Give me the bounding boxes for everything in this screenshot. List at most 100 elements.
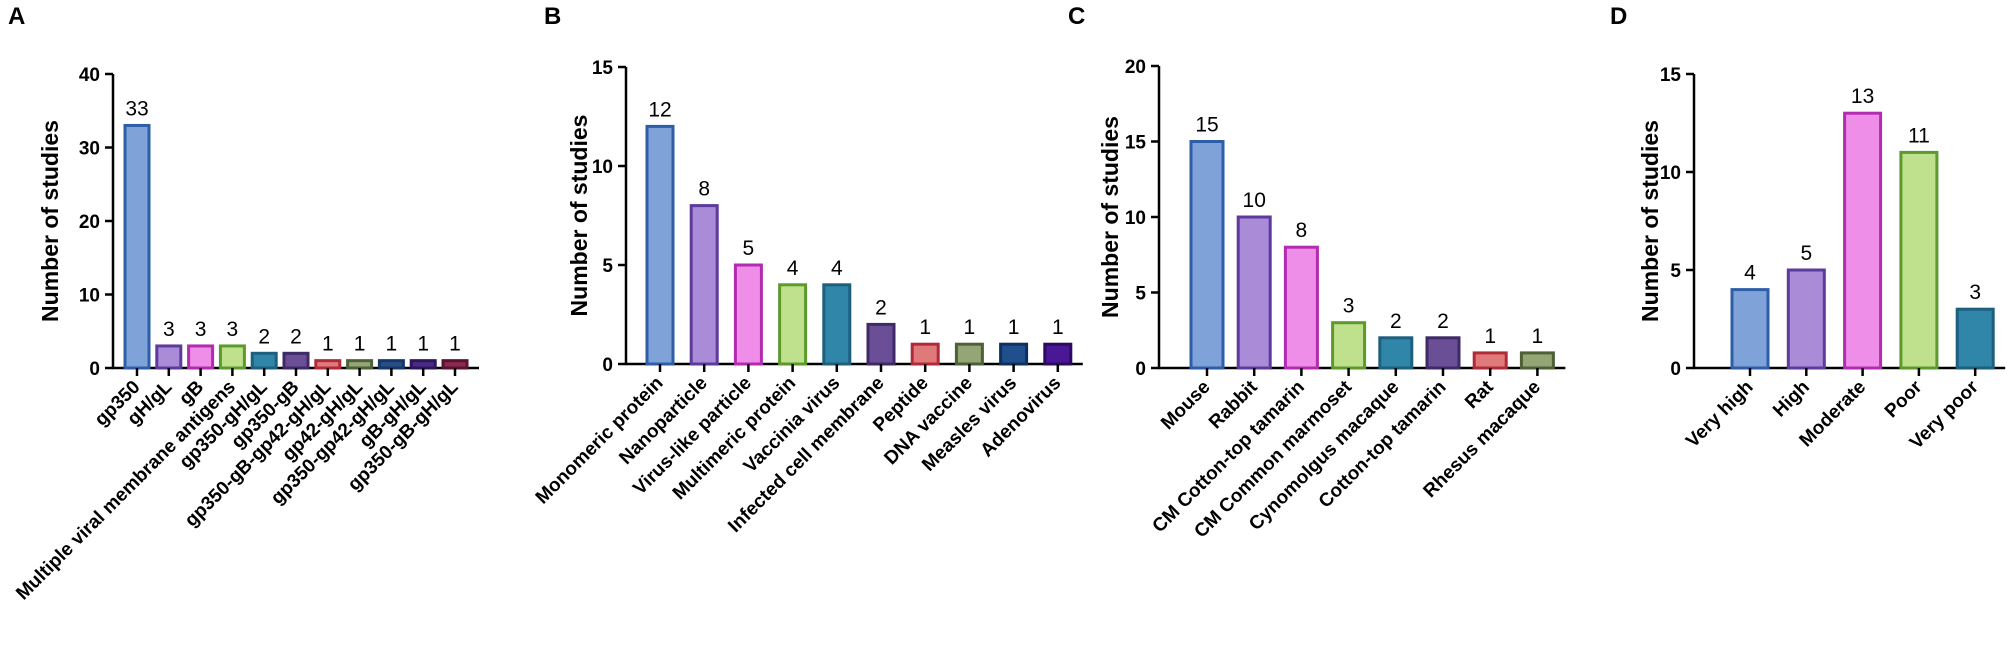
bar bbox=[645, 124, 675, 366]
value-label: 13 bbox=[1851, 85, 1874, 108]
value-label: 3 bbox=[195, 318, 207, 341]
value-label: 10 bbox=[1243, 189, 1266, 212]
bar bbox=[377, 359, 405, 370]
bar bbox=[1378, 336, 1414, 370]
chart-panel-d: D Number of studies 0 5 10 15 4 Very high 5 High 1… bbox=[1610, 3, 2006, 454]
bar bbox=[155, 344, 183, 370]
category-label: Very high bbox=[1682, 377, 1757, 452]
y-tick-label: 0 bbox=[89, 359, 100, 380]
category-label: Rat bbox=[1461, 376, 1498, 413]
panel-letter: D bbox=[1610, 3, 1627, 30]
bar bbox=[822, 283, 852, 366]
bar bbox=[218, 344, 246, 370]
y-tick-label: 10 bbox=[79, 286, 100, 307]
value-label: 5 bbox=[743, 237, 755, 260]
value-label: 11 bbox=[1908, 124, 1930, 147]
y-tick-label: 10 bbox=[1125, 208, 1146, 229]
y-tick-label: 15 bbox=[1660, 65, 1682, 86]
bar bbox=[250, 351, 278, 370]
y-axis-title: Number of studies bbox=[37, 120, 63, 322]
y-tick-label: 20 bbox=[1125, 57, 1146, 78]
bar bbox=[1519, 351, 1555, 370]
value-label: 15 bbox=[1195, 114, 1218, 137]
value-label: 5 bbox=[1800, 242, 1812, 265]
bar bbox=[778, 283, 808, 366]
panel-letter: B bbox=[544, 3, 561, 30]
y-tick-label: 10 bbox=[1660, 163, 1681, 184]
bar bbox=[1043, 342, 1073, 366]
y-axis-title: Number of studies bbox=[1097, 116, 1123, 318]
bar bbox=[910, 342, 940, 366]
value-label: 8 bbox=[1296, 219, 1308, 242]
bar bbox=[123, 123, 151, 370]
bar bbox=[1189, 140, 1225, 370]
value-label: 4 bbox=[787, 257, 799, 280]
y-tick-label: 0 bbox=[602, 355, 613, 376]
y-tick-label: 5 bbox=[1670, 261, 1681, 282]
bar bbox=[1899, 150, 1939, 370]
y-tick-label: 15 bbox=[1125, 133, 1147, 154]
value-label: 4 bbox=[831, 257, 843, 280]
bar bbox=[1472, 351, 1508, 370]
panel-letter: C bbox=[1068, 3, 1085, 30]
bar bbox=[1786, 268, 1826, 370]
value-label: 1 bbox=[1052, 316, 1064, 339]
value-label: 3 bbox=[1969, 281, 1981, 304]
bar bbox=[999, 342, 1029, 366]
value-label: 2 bbox=[1437, 310, 1449, 333]
value-label: 2 bbox=[875, 296, 887, 319]
value-label: 3 bbox=[1343, 295, 1355, 318]
value-label: 1 bbox=[1008, 316, 1020, 339]
value-label: 1 bbox=[417, 333, 429, 356]
value-label: 2 bbox=[258, 325, 270, 348]
y-tick-label: 15 bbox=[592, 58, 614, 79]
bar bbox=[1425, 336, 1461, 370]
value-label: 4 bbox=[1744, 262, 1756, 285]
value-label: 2 bbox=[290, 325, 302, 348]
bar bbox=[1283, 245, 1319, 370]
value-label: 1 bbox=[919, 316, 931, 339]
value-label: 3 bbox=[227, 318, 239, 341]
y-tick-label: 30 bbox=[79, 139, 100, 160]
value-label: 12 bbox=[648, 98, 671, 121]
value-label: 1 bbox=[1484, 325, 1496, 348]
value-label: 2 bbox=[1390, 310, 1402, 333]
value-label: 1 bbox=[449, 333, 461, 356]
y-tick-label: 0 bbox=[1135, 359, 1146, 380]
bar bbox=[187, 344, 215, 370]
value-label: 3 bbox=[163, 318, 175, 341]
value-label: 8 bbox=[698, 178, 710, 201]
panel-letter: A bbox=[8, 3, 25, 30]
y-tick-label: 20 bbox=[79, 212, 100, 233]
value-label: 1 bbox=[386, 333, 398, 356]
y-tick-label: 5 bbox=[602, 256, 613, 277]
y-axis-title: Number of studies bbox=[1637, 120, 1663, 322]
y-axis-title: Number of studies bbox=[566, 115, 592, 317]
bar bbox=[689, 204, 719, 366]
bar bbox=[866, 322, 896, 366]
bar bbox=[282, 351, 310, 370]
category-label: High bbox=[1769, 377, 1814, 422]
bar bbox=[441, 359, 469, 370]
y-tick-label: 0 bbox=[1670, 359, 1681, 380]
category-label: Poor bbox=[1881, 376, 1927, 422]
value-label: 33 bbox=[125, 97, 148, 120]
bar bbox=[409, 359, 437, 370]
value-label: 1 bbox=[1532, 325, 1544, 348]
category-label: Mouse bbox=[1157, 377, 1214, 434]
bar bbox=[1236, 215, 1272, 370]
bar bbox=[1331, 321, 1367, 370]
y-tick-label: 40 bbox=[79, 65, 100, 86]
bar bbox=[314, 359, 342, 370]
bar bbox=[1843, 111, 1883, 370]
bar bbox=[954, 342, 984, 366]
value-label: 1 bbox=[354, 333, 366, 356]
bar bbox=[346, 359, 374, 370]
bar bbox=[733, 263, 763, 366]
y-tick-label: 5 bbox=[1135, 284, 1146, 305]
y-tick-label: 10 bbox=[592, 157, 613, 178]
